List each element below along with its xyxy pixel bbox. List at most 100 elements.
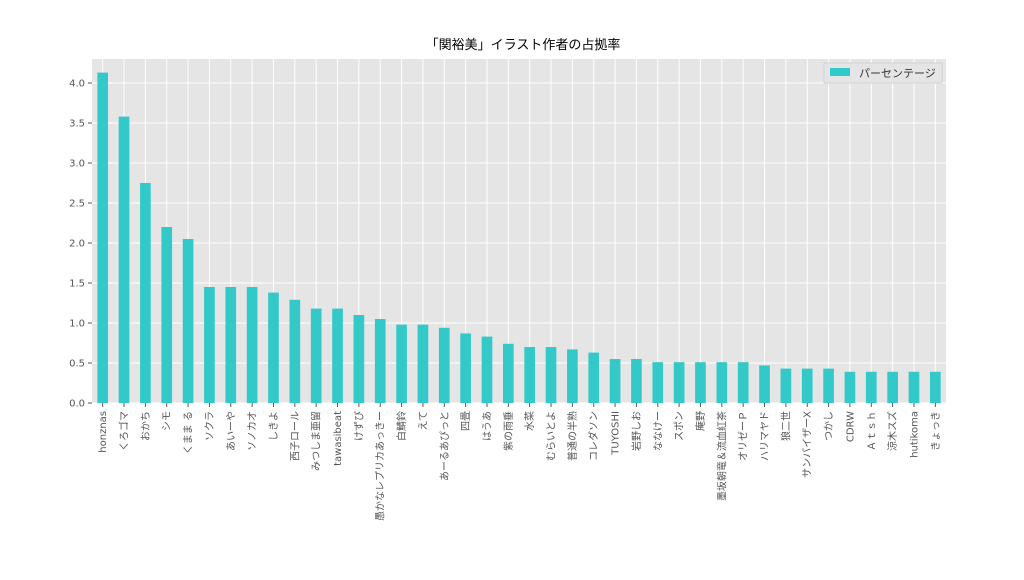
x-tick-label: 愚かなレプリカあっきー — [375, 411, 387, 521]
x-tick-label: honznas — [98, 411, 109, 453]
bar — [182, 239, 194, 403]
bar — [887, 371, 898, 403]
x-tick-label: むらいとよ — [546, 411, 558, 461]
x-tick-label: 墨坂朝竜＆流血紅茶 — [715, 411, 728, 501]
bar — [460, 333, 471, 403]
x-tick-label: ソノカオ — [247, 411, 259, 451]
x-tick-label: あーるあぴっと — [439, 411, 451, 481]
x-tick-label: ソクラ — [204, 411, 216, 441]
bar — [268, 292, 279, 403]
x-tick-label: 西子ロール — [289, 411, 301, 461]
x-tick-label: 白鯖鈴 — [395, 411, 408, 441]
x-tick-label: CDRW — [845, 411, 856, 442]
bar — [673, 362, 685, 403]
x-tick-label: ハリマヤド — [760, 411, 771, 461]
bar — [204, 287, 215, 403]
x-tick-label: あいーや — [225, 411, 237, 451]
bar — [524, 347, 536, 403]
plot-area — [92, 59, 946, 403]
y-tick-label: 0.0 — [69, 399, 85, 410]
y-tick-label: 1.5 — [69, 279, 85, 290]
y-tick-label: 4.0 — [69, 79, 85, 90]
x-tick-label: オリゼーＰ — [738, 411, 750, 461]
bar — [225, 287, 237, 403]
bar — [908, 371, 920, 403]
bar — [801, 368, 813, 403]
x-tick-label: 紫の雨垂 — [503, 411, 515, 451]
bar — [567, 349, 578, 403]
x-tick-label: 岩野しお — [630, 411, 643, 451]
bar — [631, 359, 642, 403]
legend-label: パーセンテージ — [859, 67, 936, 80]
bar — [695, 362, 706, 403]
x-tick-label: 狼二世 — [779, 411, 792, 441]
x-tick-label: hutikoma — [909, 411, 920, 458]
legend-swatch — [830, 68, 850, 76]
bar — [438, 327, 450, 403]
bar — [310, 308, 322, 403]
y-tick-label: 3.0 — [69, 159, 85, 170]
legend-box — [823, 62, 943, 84]
bar — [823, 368, 834, 403]
y-tick-label: 0.5 — [69, 359, 85, 370]
x-tick-label: しきよ — [268, 411, 280, 441]
x-tick-label: ななけー — [652, 411, 664, 451]
bar — [502, 343, 514, 403]
x-tick-label: TUYOSHI — [611, 411, 622, 456]
x-axis: honznas くろゴマ おかち シモ くまま るソクラ あいーや ソノカオ しきよ 西子ロール… — [98, 403, 942, 521]
bar — [588, 352, 600, 403]
y-tick-label: 1.0 — [69, 319, 85, 330]
bar — [545, 347, 557, 403]
x-tick-label: 四畳 — [460, 411, 472, 431]
x-tick-label: スポン — [674, 411, 686, 441]
legend: パーセンテージ — [823, 62, 943, 84]
x-tick-label: Ａｔｓｈ — [866, 411, 878, 451]
x-tick-label: シモ — [162, 411, 173, 431]
x-tick-label: つかし — [823, 411, 835, 441]
bars — [97, 72, 941, 403]
bar — [246, 287, 258, 403]
bar — [97, 72, 109, 403]
bar — [737, 362, 749, 403]
x-tick-label: けずぴ — [353, 411, 365, 441]
bar — [609, 359, 621, 403]
x-tick-label: コレダソン — [587, 411, 600, 461]
bar — [481, 336, 493, 403]
bar — [353, 315, 365, 403]
bar — [118, 116, 130, 403]
x-tick-label: 水菜 — [524, 411, 536, 431]
bar — [332, 308, 343, 403]
y-axis: 0.0 0.5 1.0 1.5 2.0 2.5 3.0 3.5 4.0 — [69, 79, 92, 410]
x-tick-label: はうあ — [481, 411, 493, 441]
y-tick-label: 2.0 — [69, 239, 85, 250]
x-tick-label: 普通の半熟 — [566, 411, 579, 461]
x-tick-label: 涼木スズ — [886, 411, 899, 451]
x-tick-label: みつしま亜留 — [310, 411, 323, 471]
bar — [759, 365, 770, 403]
bar — [716, 362, 728, 403]
x-tick-label: えて — [417, 411, 429, 431]
x-tick-label: くまま る — [183, 411, 195, 454]
x-tick-label: くろゴマ — [118, 411, 131, 451]
chart-title: 「関裕美」イラスト作者の占拠率 — [426, 37, 621, 53]
bar — [929, 371, 941, 403]
bar — [417, 324, 429, 403]
bar — [161, 227, 173, 403]
x-tick-label: きょっき — [930, 411, 942, 451]
x-tick-label: tawasibeat — [333, 411, 344, 466]
bar — [652, 362, 664, 403]
bar — [844, 371, 856, 403]
bar — [780, 368, 792, 403]
bar — [374, 319, 386, 403]
bar — [865, 371, 877, 403]
x-tick-label: おかち — [140, 411, 152, 441]
x-tick-label: 庵野 — [694, 411, 707, 431]
bar — [396, 324, 407, 403]
x-tick-label: サンバイザーX — [802, 411, 814, 478]
bar — [140, 183, 151, 403]
bar — [289, 299, 301, 403]
y-tick-label: 3.5 — [69, 119, 85, 130]
y-tick-label: 2.5 — [69, 199, 85, 210]
